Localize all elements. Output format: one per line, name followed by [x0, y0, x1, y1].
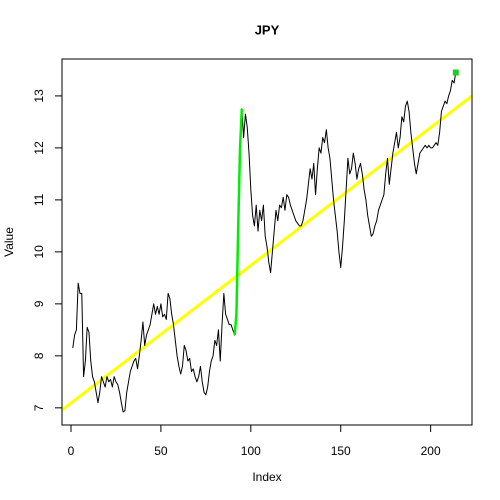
data-line — [233, 108, 244, 336]
chart-title: JPY — [255, 22, 280, 37]
y-tick-label: 9 — [32, 300, 46, 307]
x-tick-label: 200 — [421, 444, 441, 458]
x-tick-label: 50 — [154, 444, 168, 458]
data-line — [72, 72, 457, 413]
x-tick-label: 0 — [68, 444, 75, 458]
plot-box — [61, 58, 473, 426]
y-tick-label: 7 — [32, 404, 46, 411]
x-tick-label: 150 — [331, 444, 351, 458]
trend-line — [62, 94, 472, 412]
y-axis-label: Value — [2, 227, 16, 257]
y-tick-label: 13 — [32, 89, 46, 103]
plot-area: 0 50 100 150 200 7 8 9 10 11 12 13 — [32, 58, 473, 458]
y-tick-label: 12 — [32, 141, 46, 155]
x-tick-label: 100 — [241, 444, 261, 458]
y-tick-label: 8 — [32, 352, 46, 359]
x-axis-label: Index — [252, 470, 281, 484]
y-tick-label: 11 — [32, 193, 46, 206]
y-tick-label: 10 — [32, 245, 46, 259]
data-point — [452, 69, 459, 76]
